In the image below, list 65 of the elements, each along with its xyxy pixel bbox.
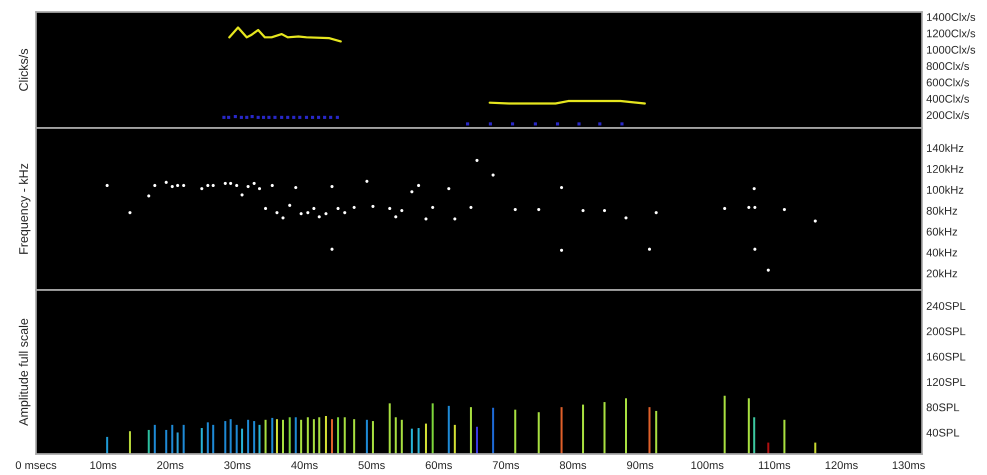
y-axis-title: Clicks/s <box>18 48 28 91</box>
y-tick-label: 240SPL <box>926 302 966 310</box>
point <box>317 116 320 119</box>
y-tick-label: 140kHz <box>927 144 964 152</box>
x-tick-label: 110ms <box>758 461 790 470</box>
point <box>256 116 260 119</box>
x-tick-label: 50ms <box>358 461 385 470</box>
y-axis-title: Frequency - kHz <box>18 164 30 254</box>
point <box>267 116 270 119</box>
x-tick-label: 20ms <box>157 461 184 470</box>
y-tick-label: 80SPL <box>926 403 960 412</box>
y-tick-label: 60kHz <box>926 227 958 236</box>
point <box>466 122 470 126</box>
point <box>286 116 290 119</box>
point <box>598 122 602 126</box>
y-tick-label: 120SPL <box>927 378 966 386</box>
y-tick-label: 80kHz <box>926 206 958 215</box>
point <box>620 122 624 126</box>
x-tick-label: 60ms <box>426 461 452 470</box>
y-axis-title: Amplitude full scale <box>18 318 30 426</box>
x-tick-label: 120ms <box>826 461 858 470</box>
point <box>577 122 581 126</box>
point <box>298 116 302 119</box>
y-tick-label: 200SPL <box>926 327 966 336</box>
y-tick-label: 1000Clx/s <box>927 46 976 54</box>
point <box>222 116 226 119</box>
point <box>488 122 492 126</box>
x-tick-label: 30ms <box>224 461 251 470</box>
point <box>292 116 296 119</box>
point <box>511 122 514 126</box>
y-tick-label: 40SPL <box>926 428 960 437</box>
y-tick-label: 800Clx/s <box>926 62 969 70</box>
y-tick-label: 100kHz <box>927 186 964 194</box>
x-tick-label: 130ms <box>892 461 925 470</box>
point <box>262 116 266 119</box>
x-tick-label: 10ms <box>90 461 116 470</box>
point <box>234 115 237 118</box>
point <box>304 116 308 119</box>
x-tick-label: 90ms <box>627 461 654 470</box>
y-tick-label: 1200Clx/s <box>927 29 976 38</box>
y-tick-label: 1400Clx/s <box>927 12 976 22</box>
point <box>250 115 254 118</box>
point <box>273 116 277 119</box>
point <box>310 116 314 119</box>
y-tick-label: 400Clx/s <box>926 94 969 103</box>
y-tick-label: 40kHz <box>926 248 958 257</box>
x-tick-label: 40ms <box>291 461 318 470</box>
point <box>227 116 230 119</box>
y-tick-label: 20kHz <box>926 269 958 278</box>
point <box>280 116 284 119</box>
point <box>336 116 339 119</box>
y-tick-label: 600Clx/s <box>926 78 969 86</box>
x-tick-label: 0 msecs <box>16 461 56 470</box>
point <box>245 116 248 119</box>
x-tick-label: 70ms <box>492 461 520 470</box>
point <box>240 116 243 119</box>
y-tick-label: 120kHz <box>927 164 964 173</box>
x-tick-label: 80ms <box>560 461 586 470</box>
y-tick-label: 160SPL <box>927 352 966 361</box>
point <box>556 122 560 126</box>
point <box>534 122 537 126</box>
x-tick-label: 100ms <box>691 461 724 470</box>
y-tick-label: 200Clx/s <box>926 110 969 120</box>
point <box>329 116 332 119</box>
point <box>323 116 326 119</box>
